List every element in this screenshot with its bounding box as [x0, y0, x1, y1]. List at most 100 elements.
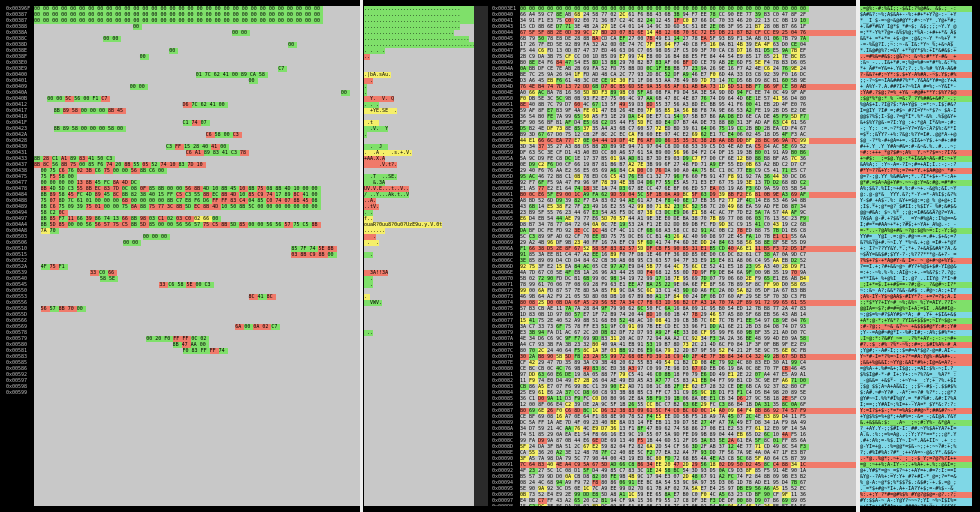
- hex-byte[interactable]: BC: [529, 366, 539, 372]
- hex-byte[interactable]: 50: [538, 36, 548, 42]
- hex-byte[interactable]: A8: [619, 258, 629, 264]
- hex-byte[interactable]: 5B: [646, 264, 656, 270]
- hex-row[interactable]: 7C 64 B3 40 4E A4 C9 5A 67 5D AD 66 C8 B…: [520, 462, 856, 468]
- hex-byte[interactable]: D9: [556, 198, 566, 204]
- hex-byte[interactable]: A1: [718, 324, 728, 330]
- hex-byte[interactable]: 60: [574, 102, 584, 108]
- hex-byte[interactable]: A4: [682, 450, 692, 456]
- hex-byte[interactable]: 45: [117, 108, 127, 114]
- hex-byte[interactable]: C3: [646, 258, 656, 264]
- hex-byte[interactable]: 6B: [745, 78, 755, 84]
- hex-byte[interactable]: 1E: [754, 96, 764, 102]
- hex-byte[interactable]: 16: [664, 54, 674, 60]
- hex-byte[interactable]: 7C: [790, 138, 800, 144]
- hex-byte[interactable]: 94: [565, 72, 575, 78]
- hex-byte[interactable]: 61: [646, 408, 656, 414]
- hex-byte[interactable]: E7: [547, 384, 557, 390]
- hex-byte[interactable]: E2: [592, 444, 602, 450]
- hex-byte[interactable]: CA: [754, 384, 764, 390]
- ascii-row[interactable]: @-YI=+@..:%=@@*=$&-~;;+:~~?#:+;%: [860, 444, 957, 450]
- hex-byte[interactable]: 8A: [664, 492, 674, 498]
- hex-byte[interactable]: 4D: [772, 336, 782, 342]
- hex-byte[interactable]: 6B: [583, 276, 593, 282]
- hex-byte[interactable]: 8D: [673, 342, 683, 348]
- hex-byte[interactable]: 28: [781, 264, 791, 270]
- hex-byte[interactable]: 00: [97, 6, 107, 12]
- hex-byte[interactable]: 61: [538, 390, 548, 396]
- hex-byte[interactable]: 28: [583, 306, 593, 312]
- hex-byte[interactable]: F5: [49, 174, 59, 180]
- hex-byte[interactable]: 0D: [682, 270, 692, 276]
- hex-byte[interactable]: 00: [83, 96, 93, 102]
- hex-byte[interactable]: 99: [574, 384, 584, 390]
- hex-row[interactable]: A4 C7 93 3B FA 3B 23 32 B0 40 9A 41 EB 9…: [520, 342, 856, 348]
- hex-byte[interactable]: D4: [556, 258, 566, 264]
- hex-byte[interactable]: 75: [70, 162, 80, 168]
- hex-byte[interactable]: 6B: [673, 30, 683, 36]
- hex-byte[interactable]: D9: [610, 54, 620, 60]
- hex-byte[interactable]: 5A: [736, 288, 746, 294]
- hex-row[interactable]: 0A BB DF CE 7E AB 2B 69 FA 52 FD 75 BB D…: [520, 66, 856, 72]
- hex-byte[interactable]: 00: [214, 18, 224, 24]
- hex-byte[interactable]: 5C: [637, 450, 647, 456]
- hex-byte[interactable]: E8: [646, 54, 656, 60]
- hex-byte[interactable]: 57: [520, 306, 530, 312]
- hex-byte[interactable]: A6: [736, 186, 746, 192]
- ascii-row[interactable]: &A%A;:_:Y~-A=-?I~;#=+AI;I.:-;-:?: [860, 162, 957, 168]
- hex-byte[interactable]: E0: [790, 102, 800, 108]
- hex-byte[interactable]: 00: [61, 18, 71, 24]
- hex-byte[interactable]: 72: [646, 336, 656, 342]
- hex-byte[interactable]: 77: [583, 456, 593, 462]
- hex-byte[interactable]: 7C: [790, 156, 800, 162]
- hex-byte[interactable]: CF: [718, 156, 728, 162]
- hex-byte[interactable]: 64: [727, 96, 737, 102]
- hex-byte[interactable]: CF: [772, 492, 782, 498]
- hex-byte[interactable]: 92: [520, 180, 530, 186]
- hex-byte[interactable]: 92: [763, 72, 773, 78]
- hex-byte[interactable]: 77: [727, 198, 737, 204]
- hex-byte[interactable]: 36: [520, 114, 530, 120]
- hex-byte[interactable]: 16: [610, 432, 620, 438]
- hex-byte[interactable]: FF: [209, 348, 219, 354]
- hex-byte[interactable]: DC: [520, 420, 530, 426]
- hex-byte[interactable]: 7D: [691, 270, 701, 276]
- hex-byte[interactable]: 5A: [754, 210, 764, 216]
- hex-byte[interactable]: 76: [628, 174, 638, 180]
- hex-byte[interactable]: 19: [763, 108, 773, 114]
- hex-byte[interactable]: 5C: [574, 456, 584, 462]
- hex-byte[interactable]: 55: [601, 354, 611, 360]
- hex-byte[interactable]: A3: [700, 300, 710, 306]
- hex-byte[interactable]: 8D: [682, 252, 692, 258]
- hex-byte[interactable]: D5: [709, 468, 719, 474]
- hex-byte[interactable]: 75: [610, 96, 620, 102]
- hex-byte[interactable]: 2B: [745, 126, 755, 132]
- hex-byte[interactable]: EA: [556, 138, 566, 144]
- hex-byte[interactable]: C0: [763, 222, 773, 228]
- hex-byte[interactable]: 7D: [112, 186, 122, 192]
- ascii-row[interactable]: ..............................: [364, 30, 455, 36]
- hex-byte[interactable]: 2E: [565, 492, 575, 498]
- hex-byte[interactable]: 60: [736, 330, 746, 336]
- hex-byte[interactable]: 34: [538, 222, 548, 228]
- hex-byte[interactable]: C1: [182, 120, 192, 126]
- hex-byte[interactable]: CF: [574, 234, 584, 240]
- hex-byte[interactable]: 3C: [754, 378, 764, 384]
- hex-row[interactable]: 5B 02 72 90 FD DC B1 6B 99 0C 98 34 19 7…: [520, 276, 856, 282]
- hex-byte[interactable]: 26: [592, 378, 602, 384]
- hex-byte[interactable]: 6E: [709, 318, 719, 324]
- ascii-row[interactable]: . J: [364, 144, 389, 150]
- ascii-row[interactable]: ?A$A_@-#.+?$&*.__=Y~#%@A;:I%@==&: [860, 216, 957, 222]
- hex-byte[interactable]: D6: [203, 198, 213, 204]
- hex-byte[interactable]: 6A: [736, 270, 746, 276]
- hex-byte[interactable]: 29: [547, 432, 557, 438]
- hex-byte[interactable]: 57: [628, 246, 638, 252]
- hex-byte[interactable]: DE: [763, 114, 773, 120]
- hex-byte[interactable]: 00: [34, 6, 44, 12]
- hex-byte[interactable]: 45: [754, 462, 764, 468]
- hex-byte[interactable]: 11: [754, 246, 764, 252]
- hex-byte[interactable]: 8D: [58, 198, 68, 204]
- hex-byte[interactable]: 0D: [610, 42, 620, 48]
- hex-byte[interactable]: 02: [673, 486, 683, 492]
- hex-byte[interactable]: 83: [592, 366, 602, 372]
- hex-byte[interactable]: 96: [691, 324, 701, 330]
